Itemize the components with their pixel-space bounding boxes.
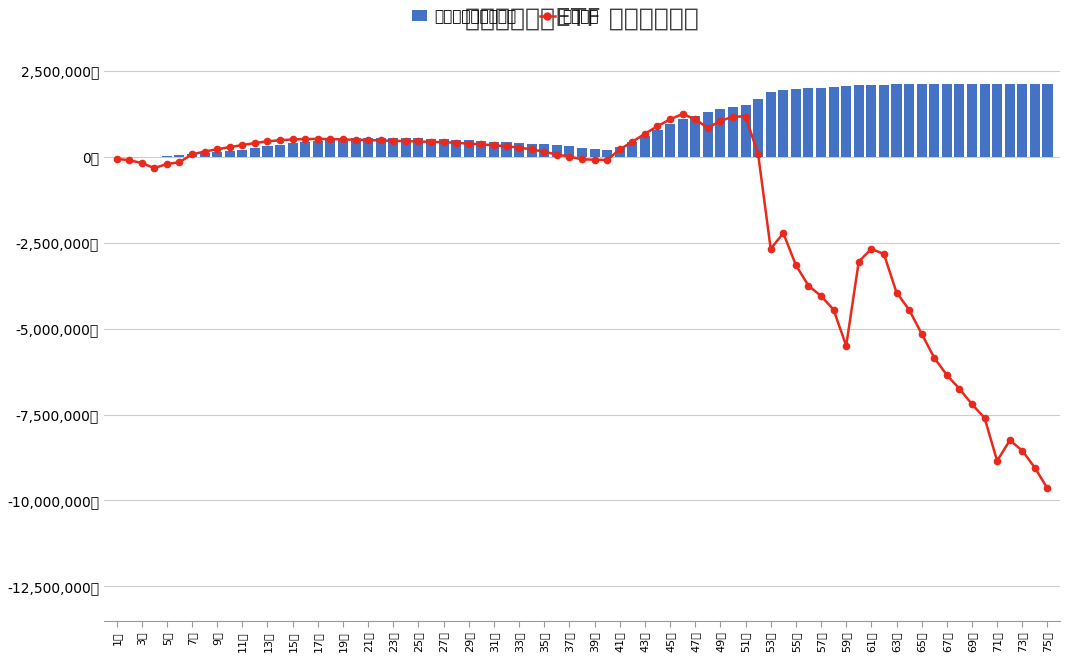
Bar <box>652 130 663 157</box>
Bar <box>602 150 612 157</box>
Bar <box>325 140 335 157</box>
Bar <box>338 139 348 157</box>
Bar <box>426 139 436 157</box>
Bar <box>854 86 864 157</box>
Bar <box>451 140 461 157</box>
Bar <box>891 84 902 157</box>
Bar <box>376 138 386 157</box>
Bar <box>1030 84 1040 157</box>
Bar <box>225 151 235 157</box>
Bar <box>917 84 927 157</box>
Bar <box>615 146 625 157</box>
Bar <box>753 98 763 157</box>
Legend: 利益（累積利確額）, 実現損益: 利益（累積利確額）, 実現損益 <box>405 3 605 30</box>
Bar <box>803 88 813 157</box>
Bar <box>539 144 550 157</box>
Bar <box>388 138 398 157</box>
Bar <box>262 146 272 157</box>
Bar <box>992 84 1002 157</box>
Bar <box>816 88 826 157</box>
Bar <box>1042 84 1052 157</box>
Bar <box>942 84 952 157</box>
Bar <box>552 146 562 157</box>
Bar <box>829 87 839 157</box>
Bar <box>866 85 876 157</box>
Bar <box>514 143 524 157</box>
Bar <box>313 141 323 157</box>
Bar <box>489 142 499 157</box>
Bar <box>929 84 939 157</box>
Bar <box>967 84 977 157</box>
Bar <box>740 105 750 157</box>
Bar <box>1017 84 1028 157</box>
Bar <box>363 138 373 157</box>
Bar <box>879 84 889 157</box>
Title: トライオートETF 週別不労所得: トライオートETF 週別不労所得 <box>465 7 699 31</box>
Bar <box>728 107 738 157</box>
Bar <box>690 116 700 157</box>
Bar <box>954 84 965 157</box>
Bar <box>476 141 487 157</box>
Bar <box>439 139 448 157</box>
Bar <box>564 146 574 157</box>
Bar <box>501 142 511 157</box>
Bar <box>841 86 851 157</box>
Bar <box>904 84 914 157</box>
Bar <box>766 92 776 157</box>
Bar <box>703 112 713 157</box>
Bar <box>678 119 687 157</box>
Bar <box>200 154 209 157</box>
Bar <box>577 148 587 157</box>
Bar <box>413 138 424 157</box>
Bar <box>275 145 285 157</box>
Bar <box>627 142 637 157</box>
Bar <box>288 143 298 157</box>
Bar <box>715 109 726 157</box>
Bar <box>187 154 197 157</box>
Bar <box>351 138 361 157</box>
Bar <box>778 90 789 157</box>
Bar <box>464 140 474 157</box>
Bar <box>401 138 411 157</box>
Bar <box>162 156 172 157</box>
Bar <box>237 150 248 157</box>
Bar <box>1005 84 1015 157</box>
Bar <box>527 144 537 157</box>
Bar <box>980 84 989 157</box>
Bar <box>300 142 310 157</box>
Bar <box>250 148 260 157</box>
Bar <box>212 152 222 157</box>
Bar <box>590 149 600 157</box>
Bar <box>665 125 675 157</box>
Bar <box>174 156 185 157</box>
Bar <box>640 136 650 157</box>
Bar <box>791 89 801 157</box>
